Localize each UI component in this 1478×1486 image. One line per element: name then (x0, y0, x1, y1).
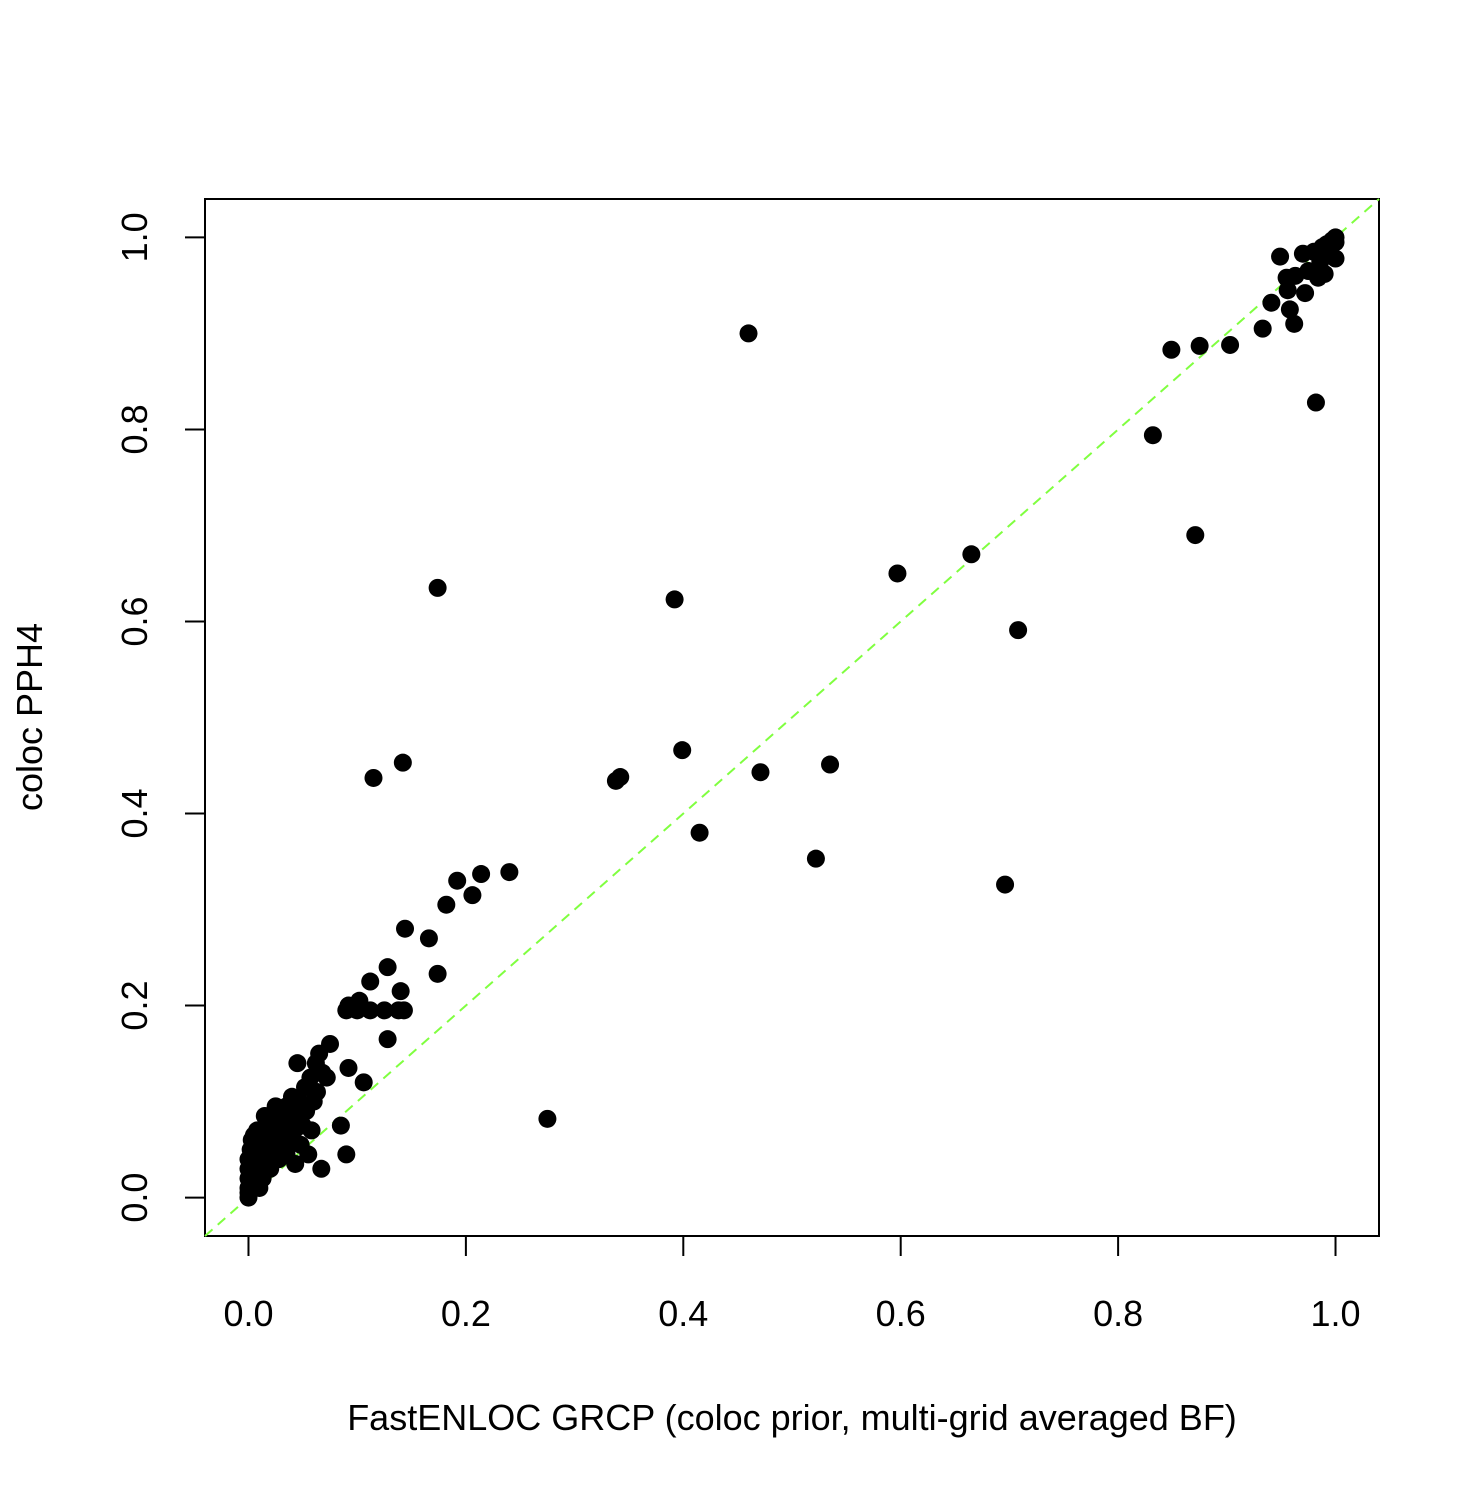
y-tick-label: 0.8 (114, 404, 155, 454)
data-point (302, 1121, 321, 1140)
x-tick-label: 0.0 (223, 1293, 273, 1334)
data-point (1315, 264, 1334, 283)
x-tick-label: 1.0 (1310, 1293, 1360, 1334)
y-axis: 0.0 0.2 0.4 0.6 0.8 1.0 (114, 212, 206, 1223)
data-point (1296, 284, 1315, 303)
data-point (286, 1154, 305, 1173)
data-point (996, 875, 1015, 894)
data-point (312, 1159, 331, 1178)
data-point (739, 324, 758, 343)
y-tick-label: 0.2 (114, 981, 155, 1031)
data-point (1285, 314, 1304, 333)
data-point (1190, 336, 1209, 355)
data-point (393, 753, 412, 772)
y-tick-label: 1.0 (114, 212, 155, 262)
data-point (463, 886, 482, 905)
data-point (339, 1058, 358, 1077)
data-point (288, 1054, 307, 1073)
data-point (337, 1145, 356, 1164)
data-point (472, 865, 491, 884)
y-tick-label: 0.0 (114, 1173, 155, 1223)
data-point (1278, 281, 1297, 300)
data-point (375, 1001, 394, 1020)
x-tick-label: 0.2 (441, 1293, 491, 1334)
y-tick-label: 0.4 (114, 788, 155, 838)
data-points (239, 228, 1345, 1207)
data-point (428, 964, 447, 983)
data-point (1143, 426, 1162, 445)
data-point (673, 741, 692, 760)
x-axis: 0.0 0.2 0.4 0.6 0.8 1.0 (223, 1235, 1361, 1334)
data-point (364, 768, 383, 787)
reference-line-y-equals-x (204, 198, 1380, 1237)
data-point (806, 849, 825, 868)
data-point (1280, 300, 1299, 319)
data-point (299, 1145, 318, 1164)
data-point (962, 545, 981, 564)
data-point (1306, 393, 1325, 412)
x-tick-label: 0.8 (1093, 1293, 1143, 1334)
data-point (665, 590, 684, 609)
data-point (1262, 293, 1281, 312)
data-point (1009, 621, 1028, 640)
data-point (307, 1082, 326, 1101)
data-point (1271, 247, 1290, 266)
data-point (888, 564, 907, 583)
data-point (391, 982, 410, 1001)
data-point (437, 895, 456, 914)
data-point (317, 1068, 336, 1087)
data-point (1326, 233, 1345, 252)
x-tick-label: 0.6 (876, 1293, 926, 1334)
data-point (428, 578, 447, 597)
y-tick-label: 0.6 (114, 596, 155, 646)
data-point (821, 755, 840, 774)
x-axis-title: FastENLOC GRCP (coloc prior, multi-grid … (347, 1397, 1237, 1438)
data-point (611, 768, 630, 787)
data-point (1221, 335, 1240, 354)
data-point (394, 1001, 413, 1020)
data-point (378, 958, 397, 977)
data-point (1162, 340, 1181, 359)
data-point (690, 823, 709, 842)
data-point (751, 763, 770, 782)
data-point (500, 863, 519, 882)
data-point (419, 929, 438, 948)
data-point (1326, 249, 1345, 268)
x-tick-label: 0.4 (658, 1293, 708, 1334)
data-point (1186, 526, 1205, 545)
data-point (331, 1116, 350, 1135)
data-point (361, 972, 380, 991)
data-point (396, 919, 415, 938)
data-point (361, 1001, 380, 1020)
data-point (321, 1034, 340, 1053)
y-axis-title: coloc PPH4 (9, 623, 50, 811)
data-point (538, 1109, 557, 1128)
data-point (354, 1073, 373, 1092)
data-point (448, 871, 467, 890)
data-point (378, 1030, 397, 1049)
data-point (1253, 319, 1272, 338)
